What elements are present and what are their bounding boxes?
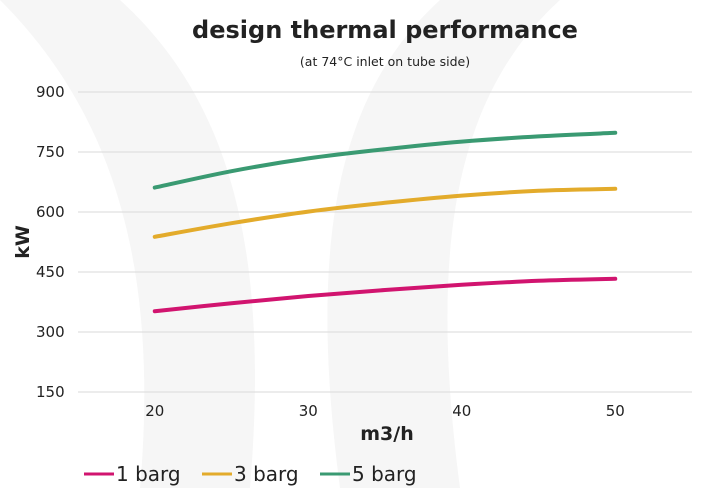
y-tick-label: 750: [36, 143, 65, 161]
y-tick-labels: 150 300 450 600 750 900: [36, 83, 65, 401]
legend-label: 1 barg: [116, 462, 181, 486]
x-tick-label: 40: [452, 402, 471, 420]
y-axis-title: kW: [12, 225, 34, 259]
series-line-2: [152, 186, 618, 239]
y-tick-label: 600: [36, 203, 65, 221]
chart-title: design thermal performance: [192, 16, 578, 44]
x-axis-title: m3/h: [360, 423, 413, 445]
legend-label: 5 barg: [352, 462, 417, 486]
background-watermark: [0, 0, 560, 488]
x-tick-labels: 20 30 40 50: [145, 402, 625, 420]
gridlines: [78, 91, 692, 393]
series-line-3: [152, 130, 618, 190]
y-tick-label: 450: [36, 263, 65, 281]
y-tick-label: 300: [36, 323, 65, 341]
y-tick-label: 900: [36, 83, 65, 101]
x-tick-label: 50: [606, 402, 625, 420]
series-line-1: [152, 276, 618, 314]
x-tick-label: 20: [145, 402, 164, 420]
chart-subtitle: (at 74°C inlet on tube side): [300, 54, 470, 69]
legend-label: 3 barg: [234, 462, 299, 486]
x-tick-label: 30: [299, 402, 318, 420]
legend: 1 barg 3 barg 5 barg: [84, 462, 417, 486]
series-lines: [152, 130, 618, 314]
y-tick-label: 150: [36, 383, 65, 401]
